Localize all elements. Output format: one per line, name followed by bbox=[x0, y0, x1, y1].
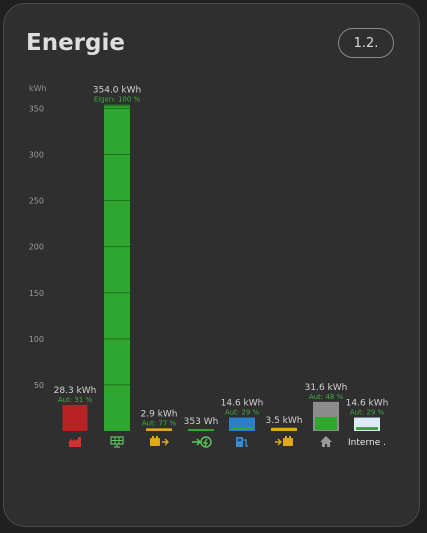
bar-share-label: Aut: 77 % bbox=[142, 419, 177, 427]
y-tick-label: 50 bbox=[34, 381, 44, 390]
energy-card bbox=[3, 3, 420, 527]
bar-value-label: 28.3 kWh bbox=[54, 386, 97, 396]
bar-ev-charger-self-share bbox=[231, 427, 253, 430]
bar-solar[interactable] bbox=[104, 104, 130, 432]
bar-internal-self-share bbox=[356, 427, 378, 430]
grid-export-icon bbox=[192, 436, 212, 448]
bar-battery-charge[interactable] bbox=[146, 428, 172, 431]
bar-value-label: 353 Wh bbox=[184, 417, 219, 427]
solar-panel-icon bbox=[110, 436, 124, 448]
bar-value-label: 31.6 kWh bbox=[305, 383, 348, 393]
bar-value-label: 14.6 kWh bbox=[346, 399, 389, 409]
y-tick-label: 300 bbox=[29, 151, 44, 160]
y-unit-label: kWh bbox=[29, 84, 47, 93]
period-button[interactable]: 1.2. bbox=[338, 28, 394, 58]
factory-icon bbox=[69, 437, 81, 447]
bar-consumption[interactable] bbox=[62, 404, 88, 431]
bar-share-label: Aut: 48 % bbox=[309, 393, 344, 401]
category-label-internal: Interne . bbox=[348, 438, 386, 448]
house-icon bbox=[320, 436, 332, 447]
bar-value-label: 354.0 kWh bbox=[93, 86, 141, 96]
card-title: Energie bbox=[26, 30, 125, 56]
bar-value-label: 2.9 kWh bbox=[141, 409, 178, 419]
bar-share-label: Aut: 29 % bbox=[350, 409, 385, 417]
bar-share-label: Eigen: 100 % bbox=[94, 96, 141, 104]
y-tick-label: 250 bbox=[29, 197, 44, 206]
bar-value-label: 14.6 kWh bbox=[221, 399, 264, 409]
bar-value-label: 3.5 kWh bbox=[266, 416, 303, 426]
bar-share-label: Aut: 29 % bbox=[225, 409, 260, 417]
bar-house-self-share bbox=[315, 417, 337, 430]
y-tick-label: 350 bbox=[29, 104, 44, 113]
bar-battery-discharge[interactable] bbox=[271, 427, 297, 431]
y-tick-label: 200 bbox=[29, 243, 44, 252]
y-tick-label: 150 bbox=[29, 289, 44, 298]
ev-charger-icon bbox=[236, 437, 248, 447]
bar-share-label: Aut: 31 % bbox=[58, 396, 93, 404]
bar-grid-feed[interactable] bbox=[188, 429, 214, 431]
battery-out-icon bbox=[275, 436, 293, 446]
y-tick-label: 100 bbox=[29, 335, 44, 344]
battery-in-icon bbox=[150, 436, 169, 446]
